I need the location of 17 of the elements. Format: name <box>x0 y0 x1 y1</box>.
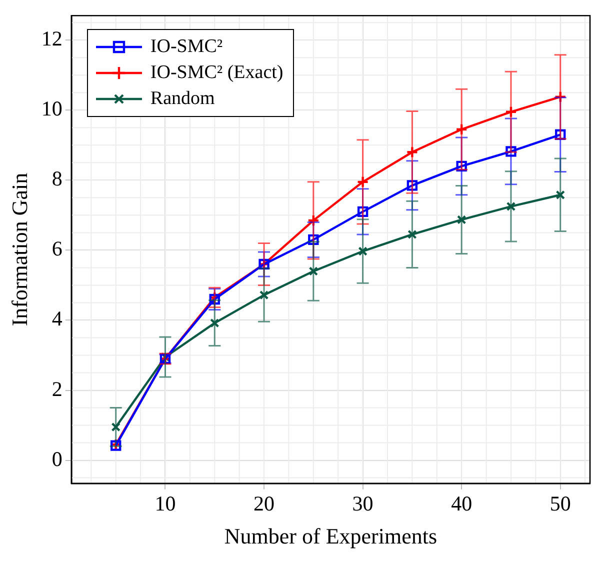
x-tick-label: 50 <box>550 492 571 516</box>
x-tick-label: 20 <box>254 492 275 516</box>
y-tick-label: 4 <box>52 306 63 331</box>
x-tick-label: 30 <box>352 492 374 516</box>
y-tick-label: 2 <box>52 376 62 401</box>
y-tick-label: 0 <box>52 446 62 471</box>
y-axis-title: Information Gain <box>6 172 32 326</box>
y-tick-label: 6 <box>52 236 62 261</box>
legend-label: Random <box>150 86 215 111</box>
x-axis-title: Number of Experiments <box>224 524 438 549</box>
y-tick-label: 12 <box>41 26 62 51</box>
x-tick-label: 40 <box>451 492 472 516</box>
legend-label: IO-SMC² <box>150 34 223 59</box>
y-tick-label: 8 <box>52 166 62 191</box>
x-tick-label: 10 <box>154 492 176 516</box>
y-tick-label: 10 <box>41 96 62 121</box>
legend-label: IO-SMC² (Exact) <box>150 60 284 85</box>
